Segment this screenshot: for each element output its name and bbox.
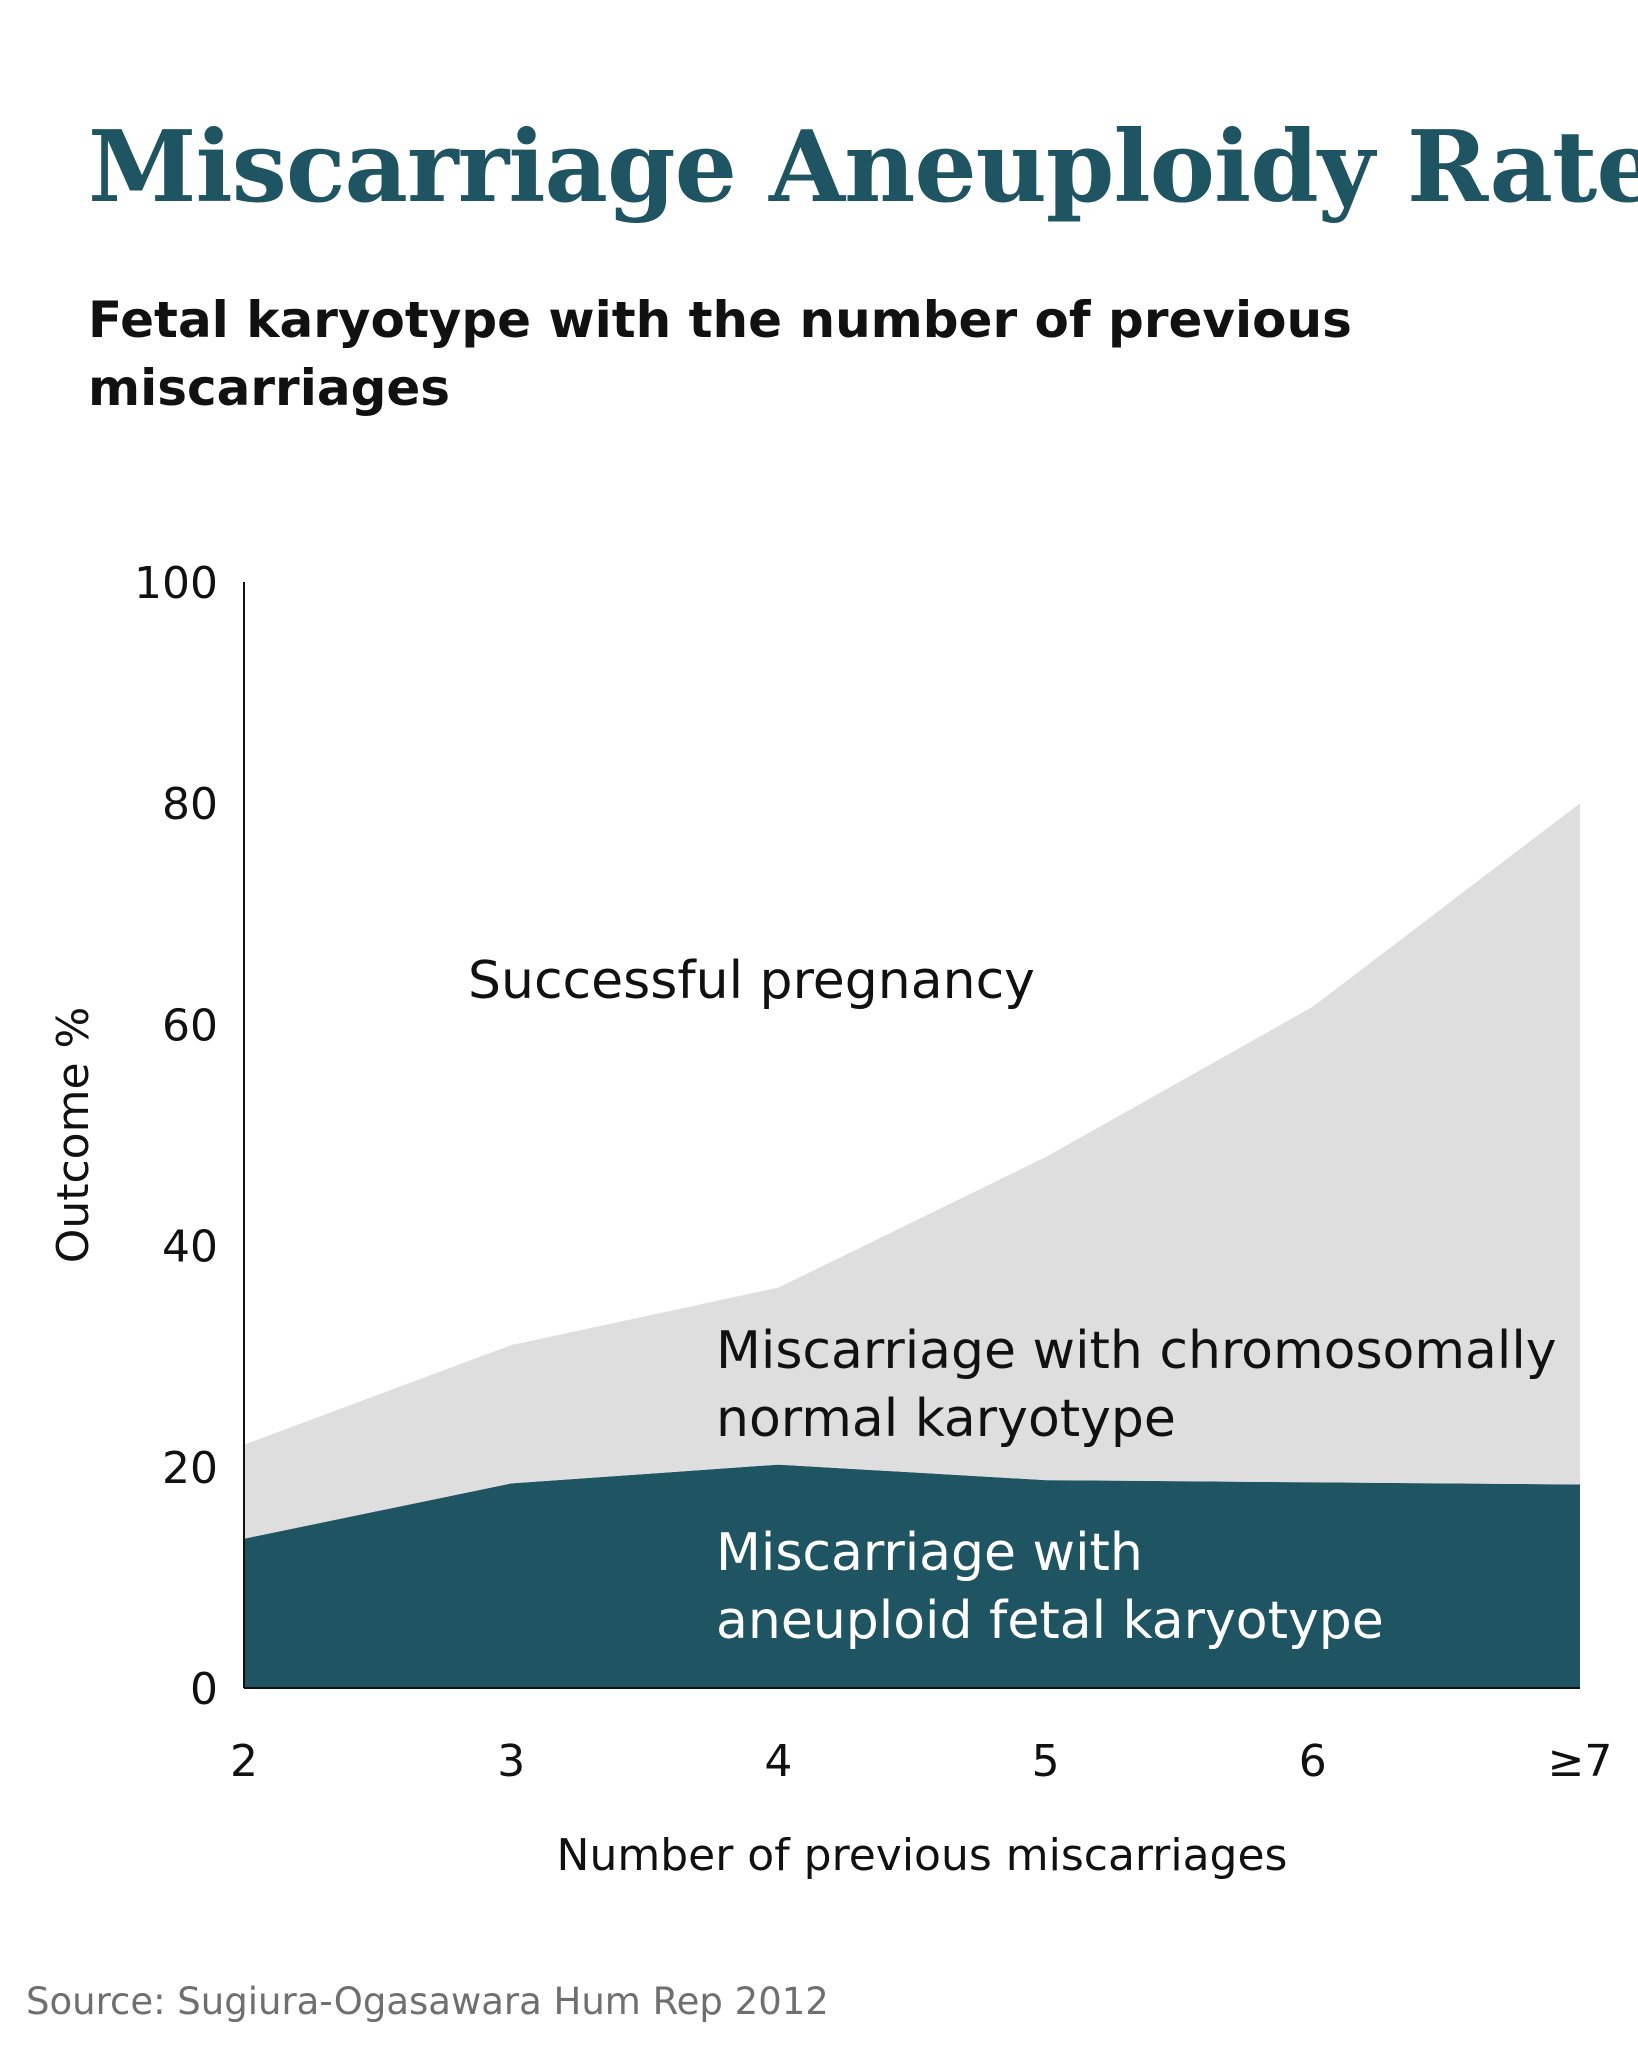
x-tick-label-4: 6 bbox=[1299, 1736, 1327, 1787]
y-tick-label-0: 0 bbox=[190, 1664, 218, 1715]
y-tick-label-40: 40 bbox=[162, 1222, 218, 1273]
y-tick-label-80: 80 bbox=[162, 779, 218, 830]
area-series-1 bbox=[244, 803, 1580, 1539]
y-tick-label-20: 20 bbox=[162, 1443, 218, 1494]
x-tick-label-2: 4 bbox=[764, 1736, 792, 1787]
chart-title: Miscarriage Aneuploidy Rates bbox=[88, 110, 1638, 225]
region-label-2-line-0: Miscarriage with bbox=[716, 1523, 1143, 1583]
region-label-1-line-1: normal karyotype bbox=[716, 1389, 1176, 1449]
chart-subtitle: Fetal karyotype with the number of previ… bbox=[88, 291, 1352, 417]
y-axis-label: Outcome % bbox=[48, 1007, 99, 1264]
chart-areas bbox=[244, 803, 1580, 1688]
x-tick-label-1: 3 bbox=[497, 1736, 525, 1787]
y-tick-label-60: 60 bbox=[162, 1000, 218, 1051]
x-tick-label-0: 2 bbox=[230, 1736, 258, 1787]
x-tick-label-5: ≥7 bbox=[1548, 1736, 1613, 1787]
region-label-2-line-1: aneuploid fetal karyotype bbox=[716, 1591, 1384, 1651]
x-tick-labels: 2 3 4 5 6 ≥7 bbox=[230, 1736, 1612, 1787]
region-label-1-line-0: Miscarriage with chromosomally bbox=[716, 1321, 1557, 1381]
region-labels: Successful pregnancy Miscarriage with chr… bbox=[468, 951, 1557, 1651]
area-chart: 0 20 40 60 80 100 2 3 4 5 6 ≥7 Outcome % Number of… bbox=[48, 558, 1612, 1881]
x-tick-label-3: 5 bbox=[1032, 1736, 1060, 1787]
area-series-0 bbox=[244, 1464, 1580, 1688]
source-note: Source: Sugiura-Ogasawara Hum Rep 2012 bbox=[26, 1980, 829, 2023]
x-axis-label: Number of previous miscarriages bbox=[557, 1830, 1288, 1881]
y-tick-label-100: 100 bbox=[134, 558, 218, 609]
y-tick-labels: 0 20 40 60 80 100 bbox=[134, 558, 218, 1715]
region-label-0-line-0: Successful pregnancy bbox=[468, 951, 1035, 1011]
